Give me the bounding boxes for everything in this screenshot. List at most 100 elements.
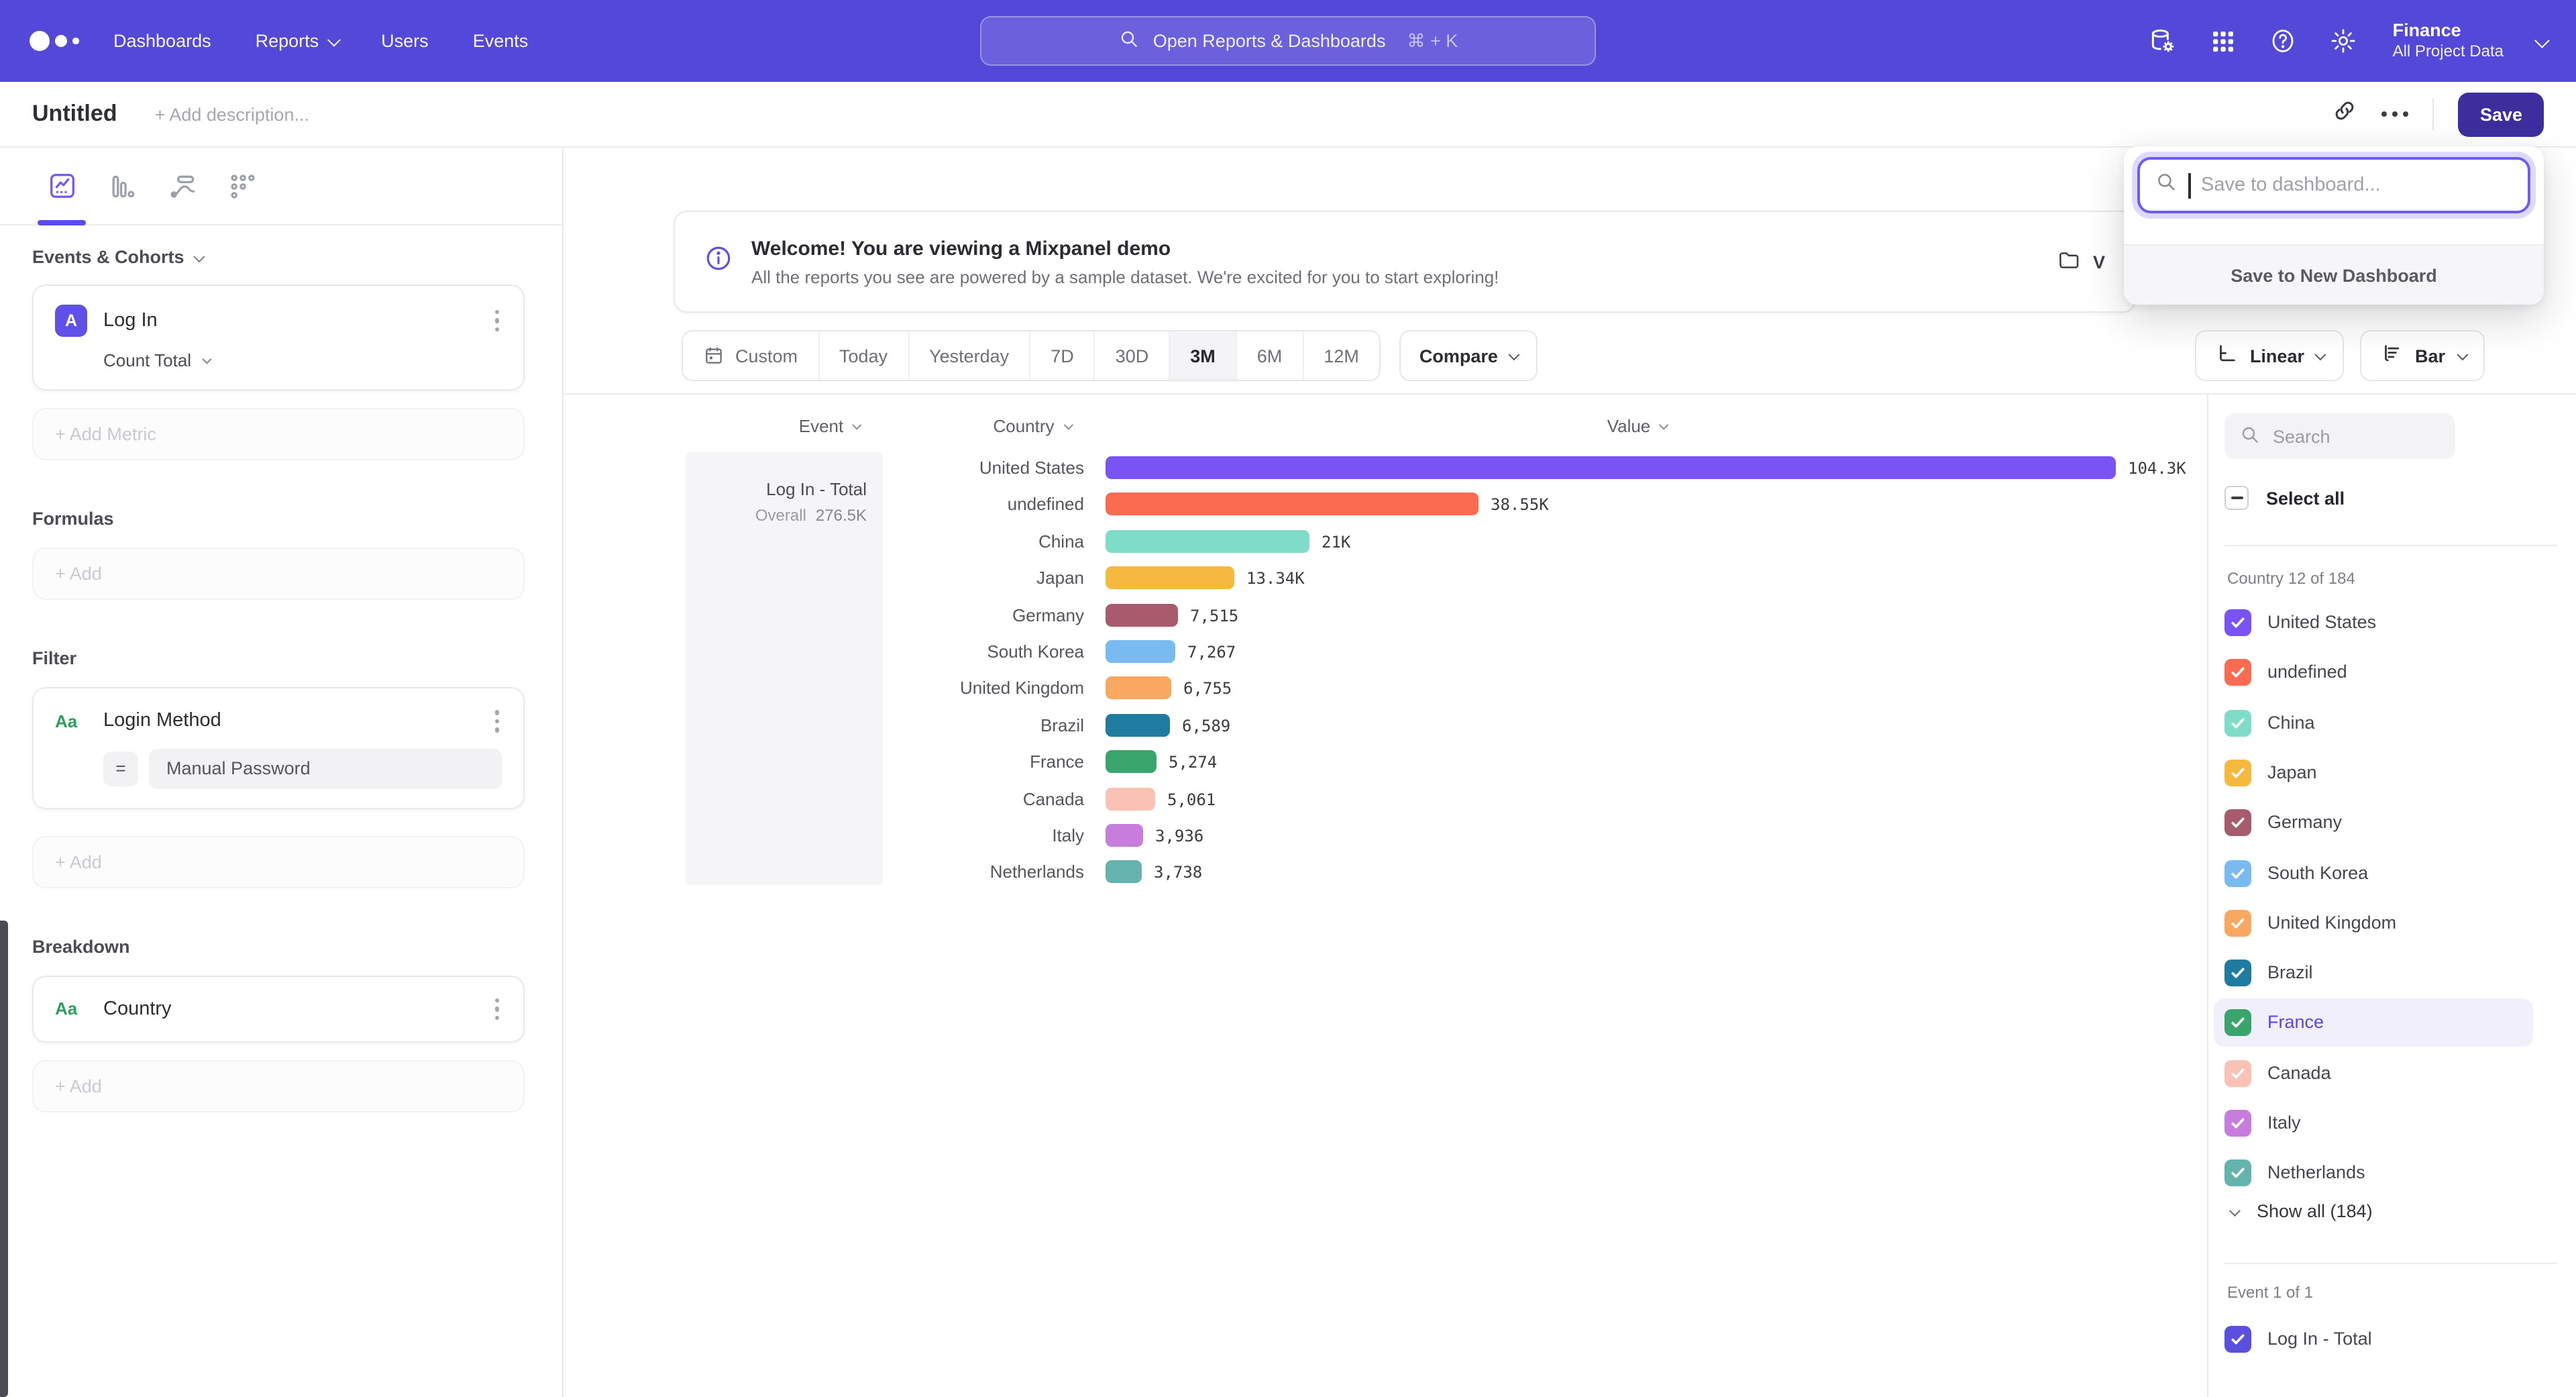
date-range-label: 7D (1051, 346, 1074, 366)
checked-checkbox-icon[interactable] (2224, 659, 2251, 686)
add-breakdown-button[interactable]: + Add (32, 1060, 525, 1113)
column-header-event[interactable]: Event (799, 416, 862, 436)
checked-checkbox-icon[interactable] (2224, 960, 2251, 987)
date-range-7d[interactable]: 7D (1030, 331, 1095, 380)
more-options-icon[interactable] (2381, 111, 2409, 117)
bar[interactable] (1106, 456, 2116, 479)
legend-item-italy[interactable]: Italy (2208, 1099, 2576, 1149)
nav-item-reports[interactable]: Reports (256, 31, 340, 51)
flows-tab-icon[interactable] (166, 171, 199, 201)
project-switcher[interactable]: Finance All Project Data (2393, 19, 2504, 62)
compare-button[interactable]: Compare (1399, 330, 1538, 381)
save-dashboard-search-input[interactable]: Save to dashboard... (2137, 157, 2530, 213)
date-range-3m[interactable]: 3M (1170, 331, 1237, 380)
filter-value[interactable]: Manual Password (149, 748, 502, 788)
metric-card[interactable]: A Log In Count Total (32, 284, 525, 391)
filter-menu-icon[interactable] (492, 707, 502, 735)
legend-item-united-kingdom[interactable]: United Kingdom (2208, 899, 2576, 949)
bar[interactable] (1106, 676, 1171, 700)
checked-checkbox-icon[interactable] (2224, 809, 2251, 837)
scale-selector-button[interactable]: Linear (2194, 330, 2344, 381)
select-all-row[interactable]: Select all (2224, 486, 2345, 510)
legend-item-undefined[interactable]: undefined (2208, 649, 2576, 698)
column-header-value[interactable]: Value (1607, 416, 1669, 436)
add-formula-button[interactable]: + Add (32, 548, 525, 600)
metric-event-name[interactable]: Log In (103, 310, 158, 331)
legend-search-input[interactable]: Search (2224, 413, 2455, 459)
data-management-icon[interactable] (2149, 26, 2178, 56)
breakdown-card[interactable]: Aa Country (32, 975, 525, 1043)
settings-gear-icon[interactable] (2330, 27, 2358, 55)
column-header-country[interactable]: Country (993, 416, 1073, 436)
checked-checkbox-icon[interactable] (2224, 1110, 2251, 1137)
copy-link-icon[interactable] (2332, 98, 2358, 130)
filter-property-name[interactable]: Login Method (103, 710, 221, 732)
legend-item-united-states[interactable]: United States (2208, 599, 2576, 648)
chart-type-button[interactable]: Bar (2359, 330, 2485, 381)
add-metric-button[interactable]: + Add Metric (32, 408, 525, 460)
checked-checkbox-icon[interactable] (2224, 909, 2251, 937)
legend-item-japan[interactable]: Japan (2208, 749, 2576, 798)
legend-event-item[interactable]: Log In - Total (2208, 1315, 2576, 1365)
checked-checkbox-icon[interactable] (2224, 1326, 2251, 1353)
show-all-button[interactable]: Show all (184) (2229, 1201, 2373, 1221)
save-to-new-dashboard-button[interactable]: Save to New Dashboard (2124, 244, 2544, 305)
bar[interactable] (1106, 529, 1309, 553)
filter-card[interactable]: Aa Login Method = Manual Password (32, 687, 525, 809)
checked-checkbox-icon[interactable] (2224, 1009, 2251, 1037)
bar[interactable] (1106, 787, 1155, 811)
checked-checkbox-icon[interactable] (2224, 709, 2251, 737)
legend-item-france[interactable]: France (2208, 998, 2576, 1049)
section-events-cohorts[interactable]: Events & Cohorts (32, 247, 525, 267)
apps-grid-icon[interactable] (2210, 28, 2237, 54)
nav-item-dashboards[interactable]: Dashboards (113, 31, 211, 51)
checked-checkbox-icon[interactable] (2224, 759, 2251, 786)
checked-checkbox-icon[interactable] (2224, 1059, 2251, 1087)
report-title[interactable]: Untitled (32, 101, 117, 126)
legend-item-germany[interactable]: Germany (2208, 798, 2576, 848)
insights-tab-icon[interactable] (46, 170, 78, 201)
add-description[interactable]: + Add description... (154, 104, 309, 124)
checked-checkbox-icon[interactable] (2224, 609, 2251, 636)
bar[interactable] (1106, 640, 1175, 663)
date-range-today[interactable]: Today (819, 331, 910, 380)
bar[interactable] (1106, 860, 1142, 884)
global-search-input[interactable]: Open Reports & Dashboards ⌘ + K (980, 16, 1596, 66)
date-range-12m[interactable]: 12M (1303, 331, 1379, 380)
legend-item-china[interactable]: China (2208, 698, 2576, 748)
funnels-tab-icon[interactable] (106, 171, 138, 201)
bar[interactable] (1106, 493, 1479, 516)
legend-item-netherlands[interactable]: Netherlands (2208, 1149, 2576, 1199)
bar[interactable] (1106, 824, 1143, 847)
help-icon[interactable] (2269, 27, 2298, 55)
legend-item-label: Brazil (2267, 962, 2313, 983)
save-button[interactable]: Save (2458, 92, 2544, 136)
mixpanel-logo-icon[interactable] (30, 31, 78, 51)
legend-item-canada[interactable]: Canada (2208, 1049, 2576, 1098)
breakdown-menu-icon[interactable] (492, 995, 502, 1023)
date-range-yesterday[interactable]: Yesterday (909, 331, 1031, 380)
retention-tab-icon[interactable] (227, 171, 259, 201)
indeterminate-checkbox-icon[interactable] (2224, 486, 2249, 510)
view-dashboards-button[interactable]: V (2057, 248, 2105, 276)
filter-operator[interactable]: = (103, 751, 138, 786)
bar[interactable] (1106, 713, 1170, 737)
metric-aggregation[interactable]: Count Total (103, 350, 502, 370)
nav-item-users[interactable]: Users (381, 31, 429, 51)
bar[interactable] (1106, 750, 1157, 774)
date-range-6m[interactable]: 6M (1237, 331, 1304, 380)
checked-checkbox-icon[interactable] (2224, 1159, 2251, 1187)
legend-item-south-korea[interactable]: South Korea (2208, 849, 2576, 898)
breakdown-property-name[interactable]: Country (103, 998, 172, 1020)
add-filter-button[interactable]: + Add (32, 835, 525, 888)
left-scrollbar[interactable] (0, 921, 8, 1397)
search-shortcut: ⌘ + K (1407, 30, 1458, 50)
checked-checkbox-icon[interactable] (2224, 860, 2251, 886)
legend-item-brazil[interactable]: Brazil (2208, 949, 2576, 998)
metric-menu-icon[interactable] (492, 307, 502, 335)
bar[interactable] (1106, 603, 1178, 627)
date-range-custom[interactable]: Custom (683, 331, 820, 380)
bar[interactable] (1106, 566, 1234, 590)
nav-item-events[interactable]: Events (473, 31, 529, 51)
date-range-30d[interactable]: 30D (1095, 331, 1171, 380)
